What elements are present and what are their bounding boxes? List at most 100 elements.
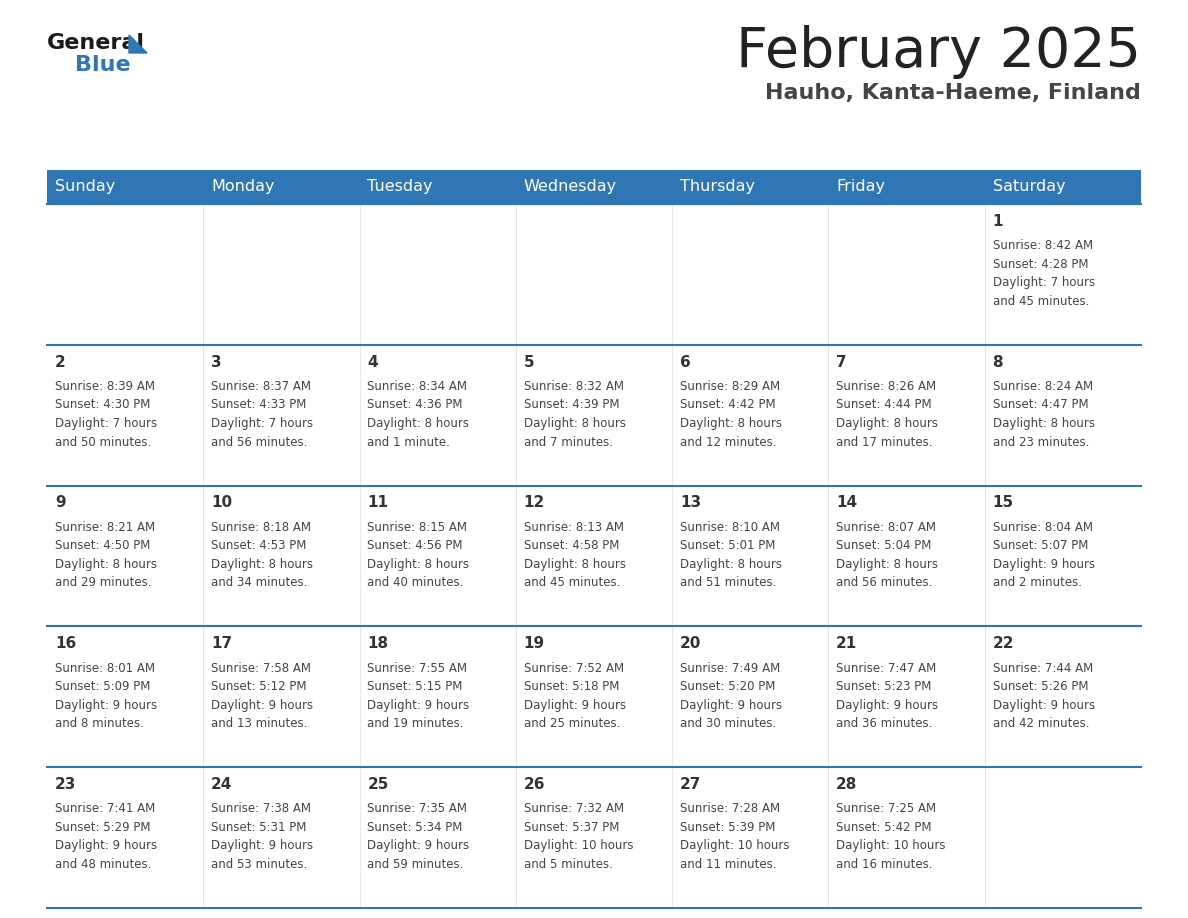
Text: Sunrise: 8:39 AM
Sunset: 4:30 PM
Daylight: 7 hours
and 50 minutes.: Sunrise: 8:39 AM Sunset: 4:30 PM Dayligh… — [55, 380, 157, 449]
Text: Sunrise: 7:38 AM
Sunset: 5:31 PM
Daylight: 9 hours
and 53 minutes.: Sunrise: 7:38 AM Sunset: 5:31 PM Dayligh… — [211, 802, 314, 871]
Text: Sunrise: 8:34 AM
Sunset: 4:36 PM
Daylight: 8 hours
and 1 minute.: Sunrise: 8:34 AM Sunset: 4:36 PM Dayligh… — [367, 380, 469, 449]
Text: Sunrise: 8:10 AM
Sunset: 5:01 PM
Daylight: 8 hours
and 51 minutes.: Sunrise: 8:10 AM Sunset: 5:01 PM Dayligh… — [680, 521, 782, 589]
Text: 5: 5 — [524, 354, 535, 370]
Bar — [828, 486, 985, 626]
Bar — [828, 204, 985, 345]
Bar — [985, 767, 1140, 908]
Bar — [360, 767, 516, 908]
Text: 6: 6 — [680, 354, 690, 370]
Bar — [360, 170, 516, 204]
Text: Sunrise: 7:25 AM
Sunset: 5:42 PM
Daylight: 10 hours
and 16 minutes.: Sunrise: 7:25 AM Sunset: 5:42 PM Dayligh… — [836, 802, 946, 871]
Text: Sunrise: 8:04 AM
Sunset: 5:07 PM
Daylight: 9 hours
and 2 minutes.: Sunrise: 8:04 AM Sunset: 5:07 PM Dayligh… — [992, 521, 1094, 589]
Text: 2: 2 — [55, 354, 65, 370]
Text: Sunrise: 8:15 AM
Sunset: 4:56 PM
Daylight: 8 hours
and 40 minutes.: Sunrise: 8:15 AM Sunset: 4:56 PM Dayligh… — [367, 521, 469, 589]
Text: Tuesday: Tuesday — [367, 180, 432, 195]
Bar — [203, 626, 360, 767]
Bar — [672, 767, 828, 908]
Bar — [516, 626, 672, 767]
Text: 10: 10 — [211, 496, 232, 510]
Bar — [203, 204, 360, 345]
Text: Sunrise: 8:07 AM
Sunset: 5:04 PM
Daylight: 8 hours
and 56 minutes.: Sunrise: 8:07 AM Sunset: 5:04 PM Dayligh… — [836, 521, 939, 589]
Bar — [360, 486, 516, 626]
Bar — [672, 626, 828, 767]
Bar — [985, 626, 1140, 767]
Bar — [48, 626, 203, 767]
Bar — [985, 486, 1140, 626]
Bar — [516, 345, 672, 486]
Bar — [48, 486, 203, 626]
Bar — [828, 767, 985, 908]
Text: 17: 17 — [211, 636, 232, 651]
Text: 28: 28 — [836, 777, 858, 792]
Text: 14: 14 — [836, 496, 858, 510]
Text: 23: 23 — [55, 777, 76, 792]
Text: February 2025: February 2025 — [737, 25, 1140, 79]
Bar — [360, 345, 516, 486]
Text: 4: 4 — [367, 354, 378, 370]
Text: Sunrise: 7:47 AM
Sunset: 5:23 PM
Daylight: 9 hours
and 36 minutes.: Sunrise: 7:47 AM Sunset: 5:23 PM Dayligh… — [836, 662, 939, 730]
Text: Sunrise: 8:29 AM
Sunset: 4:42 PM
Daylight: 8 hours
and 12 minutes.: Sunrise: 8:29 AM Sunset: 4:42 PM Dayligh… — [680, 380, 782, 449]
Text: Friday: Friday — [836, 180, 885, 195]
Bar — [516, 486, 672, 626]
Bar — [360, 626, 516, 767]
Bar — [203, 345, 360, 486]
Text: Hauho, Kanta-Haeme, Finland: Hauho, Kanta-Haeme, Finland — [765, 83, 1140, 103]
Text: Sunday: Sunday — [55, 180, 115, 195]
Text: 18: 18 — [367, 636, 388, 651]
Text: Sunrise: 7:28 AM
Sunset: 5:39 PM
Daylight: 10 hours
and 11 minutes.: Sunrise: 7:28 AM Sunset: 5:39 PM Dayligh… — [680, 802, 790, 871]
Text: 1: 1 — [992, 214, 1003, 229]
Bar — [828, 626, 985, 767]
Bar — [516, 767, 672, 908]
Text: 12: 12 — [524, 496, 545, 510]
Text: 11: 11 — [367, 496, 388, 510]
Bar — [672, 170, 828, 204]
Text: General: General — [48, 33, 145, 53]
Bar — [48, 345, 203, 486]
Text: 16: 16 — [55, 636, 76, 651]
Bar — [48, 204, 203, 345]
Text: Thursday: Thursday — [680, 180, 754, 195]
Text: Sunrise: 7:32 AM
Sunset: 5:37 PM
Daylight: 10 hours
and 5 minutes.: Sunrise: 7:32 AM Sunset: 5:37 PM Dayligh… — [524, 802, 633, 871]
Text: Sunrise: 8:18 AM
Sunset: 4:53 PM
Daylight: 8 hours
and 34 minutes.: Sunrise: 8:18 AM Sunset: 4:53 PM Dayligh… — [211, 521, 314, 589]
Text: 13: 13 — [680, 496, 701, 510]
Text: 21: 21 — [836, 636, 858, 651]
Text: Sunrise: 7:35 AM
Sunset: 5:34 PM
Daylight: 9 hours
and 59 minutes.: Sunrise: 7:35 AM Sunset: 5:34 PM Dayligh… — [367, 802, 469, 871]
Text: Sunrise: 8:24 AM
Sunset: 4:47 PM
Daylight: 8 hours
and 23 minutes.: Sunrise: 8:24 AM Sunset: 4:47 PM Dayligh… — [992, 380, 1094, 449]
Text: Sunrise: 7:52 AM
Sunset: 5:18 PM
Daylight: 9 hours
and 25 minutes.: Sunrise: 7:52 AM Sunset: 5:18 PM Dayligh… — [524, 662, 626, 730]
Text: Saturday: Saturday — [992, 180, 1066, 195]
Text: 24: 24 — [211, 777, 233, 792]
Text: 19: 19 — [524, 636, 545, 651]
Text: 15: 15 — [992, 496, 1013, 510]
Text: Sunrise: 7:41 AM
Sunset: 5:29 PM
Daylight: 9 hours
and 48 minutes.: Sunrise: 7:41 AM Sunset: 5:29 PM Dayligh… — [55, 802, 157, 871]
Text: 22: 22 — [992, 636, 1015, 651]
Text: 7: 7 — [836, 354, 847, 370]
Text: 3: 3 — [211, 354, 222, 370]
Text: 20: 20 — [680, 636, 701, 651]
Bar — [985, 204, 1140, 345]
Text: Blue: Blue — [75, 55, 131, 75]
Text: Sunrise: 8:26 AM
Sunset: 4:44 PM
Daylight: 8 hours
and 17 minutes.: Sunrise: 8:26 AM Sunset: 4:44 PM Dayligh… — [836, 380, 939, 449]
Text: Sunrise: 7:55 AM
Sunset: 5:15 PM
Daylight: 9 hours
and 19 minutes.: Sunrise: 7:55 AM Sunset: 5:15 PM Dayligh… — [367, 662, 469, 730]
Text: 9: 9 — [55, 496, 65, 510]
Bar — [203, 170, 360, 204]
Text: Monday: Monday — [211, 180, 274, 195]
Text: Sunrise: 7:44 AM
Sunset: 5:26 PM
Daylight: 9 hours
and 42 minutes.: Sunrise: 7:44 AM Sunset: 5:26 PM Dayligh… — [992, 662, 1094, 730]
Bar — [203, 767, 360, 908]
Bar — [672, 204, 828, 345]
Text: Sunrise: 7:58 AM
Sunset: 5:12 PM
Daylight: 9 hours
and 13 minutes.: Sunrise: 7:58 AM Sunset: 5:12 PM Dayligh… — [211, 662, 314, 730]
Bar — [48, 170, 203, 204]
Text: Wednesday: Wednesday — [524, 180, 617, 195]
Text: Sunrise: 8:42 AM
Sunset: 4:28 PM
Daylight: 7 hours
and 45 minutes.: Sunrise: 8:42 AM Sunset: 4:28 PM Dayligh… — [992, 240, 1094, 308]
Text: Sunrise: 8:13 AM
Sunset: 4:58 PM
Daylight: 8 hours
and 45 minutes.: Sunrise: 8:13 AM Sunset: 4:58 PM Dayligh… — [524, 521, 626, 589]
Text: Sunrise: 8:21 AM
Sunset: 4:50 PM
Daylight: 8 hours
and 29 minutes.: Sunrise: 8:21 AM Sunset: 4:50 PM Dayligh… — [55, 521, 157, 589]
Text: Sunrise: 7:49 AM
Sunset: 5:20 PM
Daylight: 9 hours
and 30 minutes.: Sunrise: 7:49 AM Sunset: 5:20 PM Dayligh… — [680, 662, 782, 730]
Bar — [516, 204, 672, 345]
Bar — [672, 486, 828, 626]
Bar — [985, 170, 1140, 204]
Bar — [828, 170, 985, 204]
Text: Sunrise: 8:32 AM
Sunset: 4:39 PM
Daylight: 8 hours
and 7 minutes.: Sunrise: 8:32 AM Sunset: 4:39 PM Dayligh… — [524, 380, 626, 449]
Bar — [985, 345, 1140, 486]
Text: 27: 27 — [680, 777, 701, 792]
Text: Sunrise: 8:01 AM
Sunset: 5:09 PM
Daylight: 9 hours
and 8 minutes.: Sunrise: 8:01 AM Sunset: 5:09 PM Dayligh… — [55, 662, 157, 730]
Bar — [828, 345, 985, 486]
